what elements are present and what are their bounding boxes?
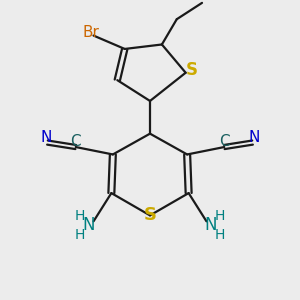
Text: Br: Br (82, 25, 99, 40)
Text: C: C (70, 134, 81, 149)
Text: S: S (143, 206, 157, 224)
Text: N: N (248, 130, 260, 145)
Text: N: N (83, 216, 95, 234)
Text: H: H (75, 228, 85, 242)
Text: C: C (219, 134, 230, 149)
Text: H: H (215, 209, 225, 223)
Text: S: S (186, 61, 198, 79)
Text: N: N (40, 130, 52, 145)
Text: H: H (75, 209, 85, 223)
Text: H: H (215, 228, 225, 242)
Text: N: N (205, 216, 217, 234)
